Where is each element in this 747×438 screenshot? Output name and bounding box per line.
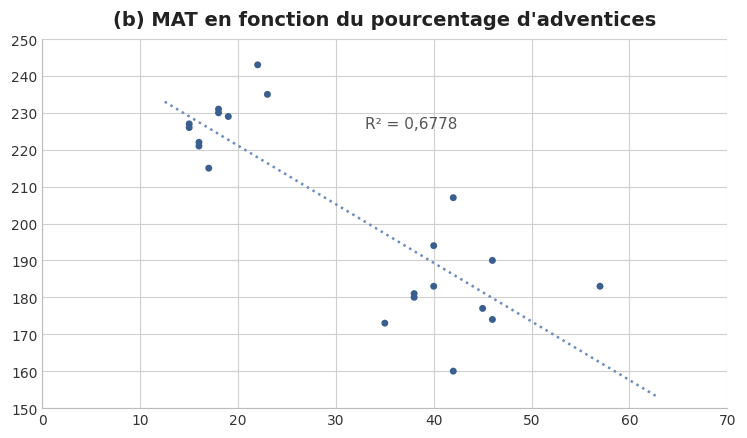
Point — [486, 257, 498, 264]
Point — [213, 110, 225, 117]
Point — [193, 139, 205, 146]
Point — [193, 143, 205, 150]
Point — [477, 305, 489, 312]
Point — [447, 195, 459, 202]
Point — [408, 294, 420, 301]
Point — [183, 121, 195, 128]
Title: (b) MAT en fonction du pourcentage d'adventices: (b) MAT en fonction du pourcentage d'adv… — [114, 11, 657, 30]
Point — [447, 368, 459, 375]
Point — [223, 114, 235, 121]
Point — [261, 92, 273, 99]
Point — [202, 165, 214, 172]
Point — [183, 125, 195, 132]
Point — [408, 290, 420, 297]
Point — [213, 106, 225, 113]
Point — [252, 62, 264, 69]
Point — [379, 320, 391, 327]
Point — [594, 283, 606, 290]
Point — [428, 243, 440, 250]
Point — [486, 316, 498, 323]
Text: R² = 0,6778: R² = 0,6778 — [365, 117, 458, 131]
Point — [428, 283, 440, 290]
